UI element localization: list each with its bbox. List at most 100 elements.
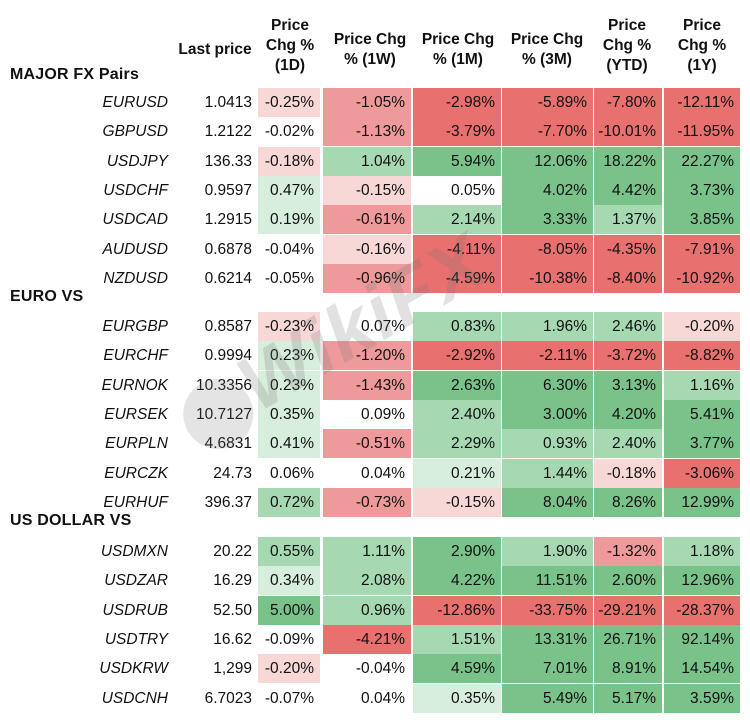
change-cell: -0.04% bbox=[258, 235, 320, 264]
change-cell: -3.06% bbox=[664, 459, 740, 488]
change-cell: 8.26% bbox=[594, 488, 662, 517]
change-cell: 1.96% bbox=[502, 312, 593, 341]
table-row: USDRUB 52.50 5.00% 0.96% -12.86% -33.75% -29.2… bbox=[0, 596, 750, 625]
table-row: EURHUF 396.37 0.72% -0.73% -0.15% 8.04% 8.26% 1… bbox=[0, 488, 750, 517]
change-cell: 8.04% bbox=[502, 488, 593, 517]
change-cell: 5.00% bbox=[258, 596, 320, 625]
table-row: USDCAD 1.2915 0.19% -0.61% 2.14% 3.33% 1.37% 3.… bbox=[0, 205, 750, 234]
change-cell: -4.21% bbox=[323, 625, 411, 654]
change-cell: 0.05% bbox=[413, 176, 501, 205]
last-price: 0.8587 bbox=[204, 318, 252, 335]
change-cell: -29.21% bbox=[594, 596, 662, 625]
change-cell: 2.40% bbox=[413, 400, 501, 429]
table-row: USDCNH 6.7023 -0.07% 0.04% 0.35% 5.49% 5.17% 3.… bbox=[0, 684, 750, 713]
pair-name: EURGBP bbox=[102, 318, 168, 335]
pair-name: USDTRY bbox=[104, 631, 168, 648]
last-price: 1.2122 bbox=[204, 123, 252, 140]
change-cell: -7.70% bbox=[502, 117, 593, 146]
change-cell: -0.18% bbox=[258, 147, 320, 176]
change-cell: 2.46% bbox=[594, 312, 662, 341]
pair-name: USDZAR bbox=[104, 572, 168, 589]
header-3m: Price Chg % (3M) bbox=[510, 31, 584, 68]
last-price: 6.7023 bbox=[204, 690, 252, 707]
change-cell: -0.16% bbox=[323, 235, 411, 264]
change-cell: -1.20% bbox=[323, 341, 411, 370]
last-price: 1.0413 bbox=[204, 94, 252, 111]
change-cell: 4.59% bbox=[413, 654, 501, 683]
change-cell: -0.20% bbox=[664, 312, 740, 341]
change-cell: 6.30% bbox=[502, 371, 593, 400]
change-cell: 2.29% bbox=[413, 429, 501, 458]
pair-name: EURHUF bbox=[103, 494, 168, 511]
change-cell: -8.40% bbox=[594, 264, 662, 293]
change-cell: -2.98% bbox=[413, 88, 501, 117]
header-last-price: Last price bbox=[178, 41, 252, 58]
change-cell: 0.72% bbox=[258, 488, 320, 517]
change-cell: 0.07% bbox=[323, 312, 411, 341]
table-row: USDZAR 16.29 0.34% 2.08% 4.22% 11.51% 2.60% 12.… bbox=[0, 566, 750, 595]
last-price: 4.6831 bbox=[204, 435, 252, 452]
change-cell: 1.90% bbox=[502, 537, 593, 566]
change-cell: -4.11% bbox=[413, 235, 501, 264]
last-price: 136.33 bbox=[204, 153, 252, 170]
change-cell: 0.83% bbox=[413, 312, 501, 341]
change-cell: -0.15% bbox=[323, 176, 411, 205]
pair-name: EURPLN bbox=[105, 435, 168, 452]
table-row: GBPUSD 1.2122 -0.02% -1.13% -3.79% -7.70% -10.… bbox=[0, 117, 750, 146]
change-cell: 1.44% bbox=[502, 459, 593, 488]
change-cell: -1.43% bbox=[323, 371, 411, 400]
last-price: 1.2915 bbox=[204, 211, 252, 228]
change-cell: 3.59% bbox=[664, 684, 740, 713]
change-cell: -28.37% bbox=[664, 596, 740, 625]
table-row: USDJPY 136.33 -0.18% 1.04% 5.94% 12.06% 18.22%… bbox=[0, 147, 750, 176]
change-cell: 0.96% bbox=[323, 596, 411, 625]
change-cell: -7.91% bbox=[664, 235, 740, 264]
header-ytd: Price Chg % (YTD) bbox=[602, 17, 652, 74]
change-cell: 3.73% bbox=[664, 176, 740, 205]
section-title: MAJOR FX Pairs bbox=[10, 66, 140, 83]
last-price: 10.3356 bbox=[195, 377, 252, 394]
change-cell: 0.41% bbox=[258, 429, 320, 458]
table-row: USDMXN 20.22 0.55% 1.11% 2.90% 1.90% -1.32% 1.1… bbox=[0, 537, 750, 566]
change-cell: -0.18% bbox=[594, 459, 662, 488]
change-cell: 18.22% bbox=[594, 147, 662, 176]
table-row: USDTRY 16.62 -0.09% -4.21% 1.51% 13.31% 26.71%… bbox=[0, 625, 750, 654]
change-cell: 0.23% bbox=[258, 371, 320, 400]
change-cell: 26.71% bbox=[594, 625, 662, 654]
change-cell: -7.80% bbox=[594, 88, 662, 117]
change-cell: 2.60% bbox=[594, 566, 662, 595]
change-cell: 4.42% bbox=[594, 176, 662, 205]
pair-name: USDCAD bbox=[102, 211, 168, 228]
change-cell: -0.23% bbox=[258, 312, 320, 341]
change-cell: 2.08% bbox=[323, 566, 411, 595]
change-cell: -1.32% bbox=[594, 537, 662, 566]
change-cell: -1.13% bbox=[323, 117, 411, 146]
table-row: EURUSD 1.0413 -0.25% -1.05% -2.98% -5.89% -7.8… bbox=[0, 88, 750, 117]
change-cell: 1.16% bbox=[664, 371, 740, 400]
change-cell: 0.19% bbox=[258, 205, 320, 234]
change-cell: 1.51% bbox=[413, 625, 501, 654]
change-cell: 0.06% bbox=[258, 459, 320, 488]
change-cell: 0.93% bbox=[502, 429, 593, 458]
change-cell: -0.02% bbox=[258, 117, 320, 146]
pair-name: GBPUSD bbox=[102, 123, 168, 140]
change-cell: 2.14% bbox=[413, 205, 501, 234]
change-cell: -3.79% bbox=[413, 117, 501, 146]
pair-name: USDJPY bbox=[106, 153, 168, 170]
change-cell: 4.22% bbox=[413, 566, 501, 595]
last-price: 0.6214 bbox=[204, 270, 252, 287]
change-cell: -5.89% bbox=[502, 88, 593, 117]
change-cell: -10.01% bbox=[594, 117, 662, 146]
change-cell: 0.23% bbox=[258, 341, 320, 370]
change-cell: 3.33% bbox=[502, 205, 593, 234]
change-cell: -11.95% bbox=[664, 117, 740, 146]
change-cell: 3.13% bbox=[594, 371, 662, 400]
change-cell: 12.99% bbox=[664, 488, 740, 517]
change-cell: 11.51% bbox=[502, 566, 593, 595]
change-cell: 92.14% bbox=[664, 625, 740, 654]
change-cell: 12.06% bbox=[502, 147, 593, 176]
table-row: EURNOK 10.3356 0.23% -1.43% 2.63% 6.30% 3.13% 1… bbox=[0, 371, 750, 400]
table-row: EURCHF 0.9994 0.23% -1.20% -2.92% -2.11% -3.72… bbox=[0, 341, 750, 370]
change-cell: -0.07% bbox=[258, 684, 320, 713]
change-cell: 0.04% bbox=[323, 459, 411, 488]
